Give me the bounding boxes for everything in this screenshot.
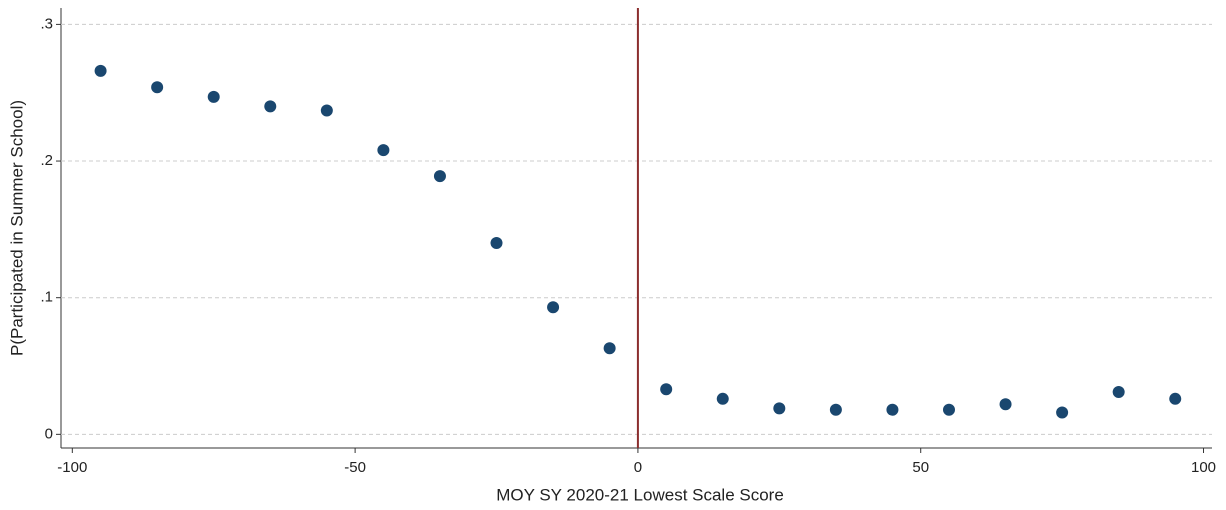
point — [207, 90, 220, 103]
y-tick-label: 0 — [45, 425, 53, 442]
point — [433, 170, 446, 183]
y-tick-label: .3 — [40, 15, 53, 32]
point — [377, 144, 390, 157]
point — [603, 342, 616, 355]
y-tick-label: .1 — [40, 289, 53, 306]
point — [886, 403, 899, 416]
point — [660, 383, 673, 396]
x-tick-label: -50 — [344, 459, 366, 476]
point — [320, 104, 333, 117]
point — [942, 403, 955, 416]
point — [716, 392, 729, 405]
point — [1169, 392, 1182, 405]
x-tick-label: -100 — [57, 459, 87, 476]
x-tick-label: 100 — [1191, 459, 1216, 476]
point — [773, 402, 786, 415]
point — [1056, 406, 1069, 419]
y-tick-label: .2 — [40, 152, 53, 169]
point — [94, 64, 107, 77]
x-axis-label: MOY SY 2020-21 Lowest Scale Score — [496, 485, 784, 504]
point — [264, 100, 277, 113]
point — [490, 237, 503, 250]
point — [829, 403, 842, 416]
point — [151, 81, 164, 94]
y-axis-label: P(Participated in Summer School) — [7, 100, 26, 356]
x-tick-label: 0 — [634, 459, 642, 476]
point — [547, 301, 560, 314]
point — [1112, 385, 1125, 398]
point — [999, 398, 1012, 411]
x-tick-label: 50 — [912, 459, 929, 476]
